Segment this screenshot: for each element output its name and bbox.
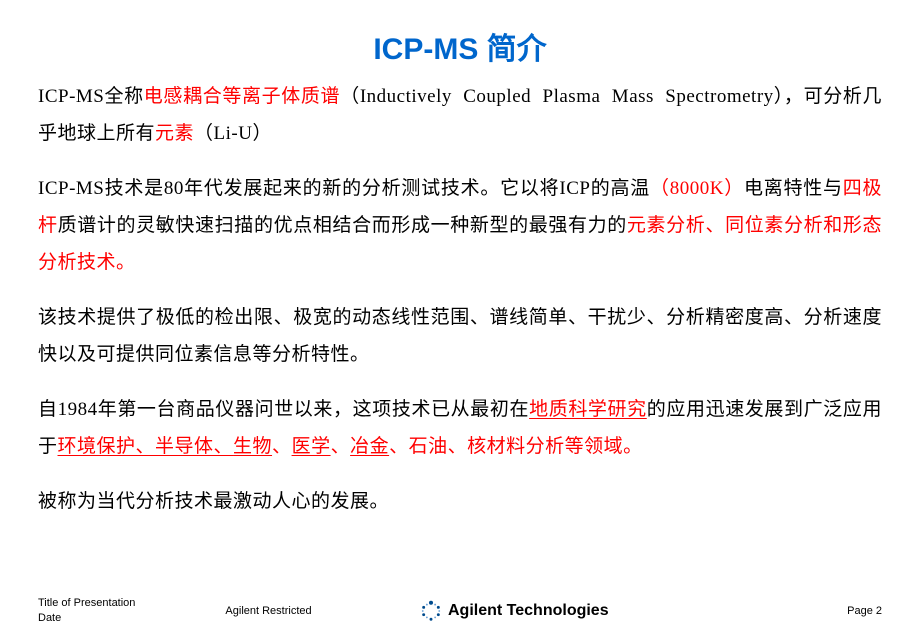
text: ICP-MS技术是80年代发展起来的新的分析测试技术。它以将ICP的高温 <box>38 178 650 199</box>
text-red-underline: 环境保护、半导体、 <box>58 436 234 457</box>
paragraph-3: 该技术提供了极低的检出限、极宽的动态线性范围、谱线简单、干扰少、分析精密度高、分… <box>38 299 882 373</box>
footer-title: Title of Presentation <box>38 596 135 610</box>
text-red: 电感耦合等离子体质谱 <box>144 86 340 107</box>
text-red: （8000K） <box>650 178 744 199</box>
footer-logo: Agilent Technologies <box>420 600 609 622</box>
footer-left: Title of Presentation Date <box>38 596 135 625</box>
footer-restricted: Agilent Restricted <box>225 605 311 617</box>
text: 被称为当代分析技术最激动人心的发展。 <box>38 491 389 512</box>
text-red: 元素 <box>155 123 194 144</box>
slide-footer: Title of Presentation Date Agilent Restr… <box>0 596 920 625</box>
footer-page-number: Page 2 <box>847 605 882 617</box>
text-red: 、 <box>331 436 351 457</box>
slide-title: ICP-MS 简介 <box>38 24 882 68</box>
slide: ICP-MS 简介 ICP-MS全称电感耦合等离子体质谱（Inductively… <box>0 0 920 637</box>
slide-body: ICP-MS全称电感耦合等离子体质谱（Inductively Coupled P… <box>38 78 882 637</box>
paragraph-4: 自1984年第一台商品仪器问世以来，这项技术已从最初在地质科学研究的应用迅速发展… <box>38 391 882 465</box>
text: ICP-MS全称 <box>38 86 144 107</box>
text: 该技术提供了极低的检出限、极宽的动态线性范围、谱线简单、干扰少、分析精密度高、分… <box>38 307 882 365</box>
footer-brand-text: Agilent Technologies <box>448 602 609 620</box>
agilent-spark-icon <box>420 600 442 622</box>
text: 质谱计的灵敏快速扫描的优点相结合而形成一种新型的最强有力的 <box>58 215 627 236</box>
text: 电离特性与 <box>744 178 843 199</box>
paragraph-1: ICP-MS全称电感耦合等离子体质谱（Inductively Coupled P… <box>38 78 882 152</box>
text: （Li-U） <box>194 123 272 144</box>
text: 自1984年第一台商品仪器问世以来，这项技术已从最初在 <box>38 399 529 420</box>
text-red-underline: 地质科学研究 <box>529 399 647 420</box>
text-red-underline: 冶金 <box>350 436 389 457</box>
text-red-underline: 医学 <box>292 436 331 457</box>
text-red: 、 <box>272 436 292 457</box>
text-red: 、石油、核材料分析等领域。 <box>389 436 643 457</box>
paragraph-2: ICP-MS技术是80年代发展起来的新的分析测试技术。它以将ICP的高温（800… <box>38 170 882 281</box>
text-red-underline: 生物 <box>233 436 272 457</box>
paragraph-5: 被称为当代分析技术最激动人心的发展。 <box>38 483 882 520</box>
footer-date: Date <box>38 611 135 625</box>
